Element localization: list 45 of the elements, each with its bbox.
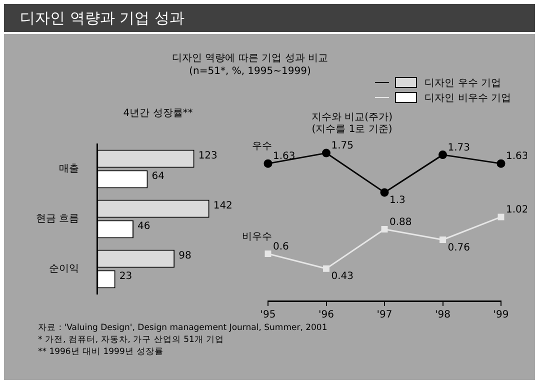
y-tick-label: 순이익: [49, 264, 80, 275]
point: [496, 159, 506, 168]
data-label: 1.75: [331, 140, 354, 152]
point: [264, 250, 272, 257]
chart-title: 지수와 비교(주가): [312, 112, 392, 123]
x-tick-label: '97: [376, 310, 392, 321]
chart-title: 4년간 성장률**: [122, 108, 194, 120]
text: * 가전, 컴퓨터, 자동차, 가구 산업의 51개 기업: [38, 334, 226, 346]
x-tick-label: '98: [435, 310, 450, 321]
point: [322, 148, 330, 158]
point: [440, 236, 446, 243]
x-tick-label: '99: [493, 310, 509, 321]
data-label: 1.3: [390, 195, 406, 206]
text: 자료 : 'Valuing Design', Design management Journal, Summer, 2001: [38, 322, 328, 334]
chart-subtitle: (지수를 1로 기준): [312, 124, 392, 135]
series-label: 비우수: [242, 231, 272, 242]
point: [438, 150, 447, 160]
point: [264, 159, 272, 168]
x-tick-label: '95: [260, 310, 276, 321]
point: [323, 265, 330, 272]
data-label: 23: [119, 270, 132, 282]
data-label: 0.6: [273, 241, 289, 252]
data-label: 123: [198, 150, 218, 162]
data-label: 0.43: [331, 271, 354, 282]
data-label: 0.76: [448, 242, 470, 254]
text: ** 1996년 대비 1999년 성장률: [38, 346, 165, 358]
x-tick-label: '96: [318, 310, 334, 321]
data-label: 64: [152, 170, 164, 182]
data-label: 1.63: [273, 151, 296, 162]
point: [498, 214, 504, 220]
data-label: 46: [138, 220, 150, 232]
data-label: 1.73: [448, 142, 470, 154]
data-label: 98: [178, 250, 192, 262]
y-tick-label: 매출: [59, 164, 80, 175]
text: 디자인 역량에 따른 기업 성과 비교 (n=51*, %, 1995~1999): [171, 52, 329, 78]
data-label: 1.02: [506, 204, 528, 216]
y-tick-label: 현금 흐름: [36, 214, 80, 225]
legend-label: 디자인 우수 기업: [424, 76, 501, 90]
data-label: 142: [213, 200, 232, 212]
text: 디자인 역량과 기업 성과: [4, 4, 535, 32]
point: [381, 226, 388, 232]
point: [380, 188, 389, 197]
legend-label: 디자인 비우수 기업: [424, 92, 511, 104]
data-label: 0.88: [390, 216, 412, 228]
series-label: 우수: [252, 141, 272, 152]
